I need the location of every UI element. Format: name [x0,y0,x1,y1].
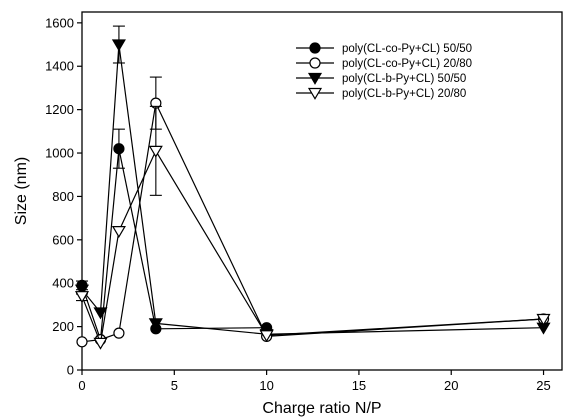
legend: poly(CL-co-Py+CL) 50/50 poly(CL-co-Py+CL)… [296,42,472,100]
legend-marker [309,57,321,69]
y-tick-label: 1600 [45,15,74,30]
series-4 [74,105,551,350]
plot-border [81,11,563,371]
data-point [74,291,90,304]
x-tick-label: 5 [171,378,178,393]
legend-marker [307,87,323,100]
plot-frame [81,11,563,371]
y-tick-label: 1200 [45,102,74,117]
legend-item: poly(CL-b-Py+CL) 20/80 [296,87,466,100]
data-point [536,313,551,326]
y-tick-label: 400 [52,276,74,291]
data-point [111,39,126,52]
y-tick-label: 0 [67,363,74,378]
legend-label: poly(CL-co-Py+CL) 50/50 [342,43,472,55]
legend-marker [307,72,323,85]
legend-item: poly(CL-co-Py+CL) 50/50 [296,42,472,55]
y-tick-label: 1400 [45,59,74,74]
data-point [113,327,125,339]
data-point [113,143,125,155]
data-point [148,318,163,331]
legend-item: poly(CL-b-Py+CL) 50/50 [296,72,466,85]
y-axis-title: Size (nm) [13,157,30,225]
legend-label: poly(CL-co-Py+CL) 20/80 [342,58,472,70]
x-axis-ticks: 0 5 10 15 20 25 [78,370,551,393]
series-line [81,149,544,346]
data-point [259,330,274,343]
series-2 [76,76,550,348]
data-point [93,337,108,350]
x-tick-label: 10 [259,378,273,393]
data-point [93,307,108,320]
y-tick-label: 600 [52,232,74,247]
x-tick-label: 20 [444,378,458,393]
data-point [148,145,163,158]
data-point [74,284,90,297]
y-tick-label: 200 [52,319,74,334]
legend-marker [309,42,321,54]
legend-item: poly(CL-co-Py+CL) 20/80 [296,57,472,70]
x-tick-label: 15 [352,378,366,393]
series-layer [74,25,551,350]
x-tick-label: 25 [536,378,550,393]
y-tick-label: 1000 [45,146,74,161]
legend-label: poly(CL-b-Py+CL) 20/80 [342,88,466,100]
data-point [111,226,126,238]
y-tick-label: 800 [52,189,74,204]
legend-label: poly(CL-b-Py+CL) 50/50 [342,73,466,85]
x-axis-title: Charge ratio N/P [262,400,381,417]
data-point [76,336,88,348]
y-axis-ticks: 0 200 400 600 800 1000 1200 1400 1600 [45,15,82,378]
x-tick-label: 0 [78,378,85,393]
